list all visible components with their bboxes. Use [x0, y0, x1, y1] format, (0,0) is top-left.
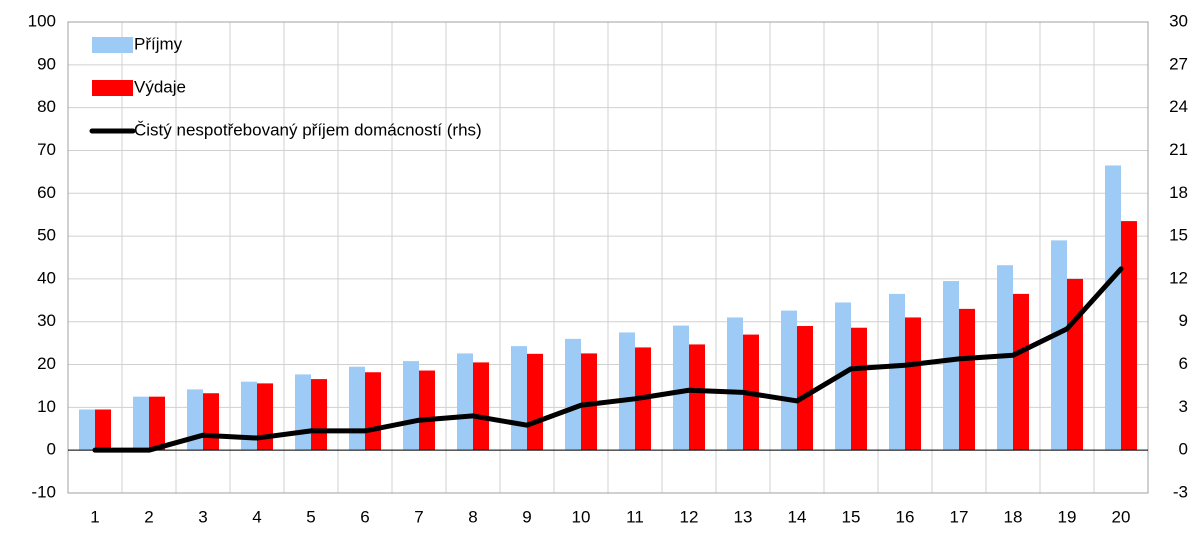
y2-tick-label: 0: [1179, 440, 1188, 459]
x-tick-label: 2: [144, 507, 153, 526]
legend-label: Výdaje: [134, 77, 186, 96]
y2-tick-label: 27: [1169, 54, 1188, 73]
x-tick-label: 1: [90, 507, 99, 526]
bar: [349, 366, 365, 451]
bar: [889, 293, 905, 451]
legend-label: Čistý nespotřebovaný příjem domácností (…: [134, 120, 482, 139]
bar: [905, 317, 921, 451]
y2-tick-label: 9: [1179, 311, 1188, 330]
x-tick-label: 10: [572, 507, 591, 526]
bar: [241, 381, 257, 451]
bar: [673, 325, 689, 451]
y-tick-label: 30: [37, 311, 56, 330]
legend-swatch: [92, 37, 133, 53]
bar: [727, 317, 743, 451]
bar: [1105, 165, 1121, 451]
bar: [257, 383, 273, 451]
bar: [473, 362, 489, 451]
x-tick-label: 9: [522, 507, 531, 526]
x-tick-label: 4: [252, 507, 261, 526]
y-tick-label: -10: [31, 482, 56, 501]
bar: [203, 393, 219, 451]
y2-tick-label: 12: [1169, 268, 1188, 287]
bar: [1013, 293, 1029, 451]
y2-tick-label: 18: [1169, 183, 1188, 202]
bar: [959, 308, 975, 451]
bar: [511, 346, 527, 451]
x-tick-label: 18: [1004, 507, 1023, 526]
x-tick-label: 3: [198, 507, 207, 526]
y2-tick-label: 21: [1169, 140, 1188, 159]
y-tick-label: 60: [37, 183, 56, 202]
x-tick-label: 14: [788, 507, 807, 526]
x-tick-label: 5: [306, 507, 315, 526]
bar: [797, 326, 813, 451]
x-tick-label: 7: [414, 507, 423, 526]
bar: [365, 372, 381, 451]
y-tick-label: 90: [37, 54, 56, 73]
x-tick-label: 11: [626, 507, 644, 526]
x-tick-label: 13: [734, 507, 753, 526]
x-tick-label: 12: [680, 507, 699, 526]
x-tick-label: 19: [1058, 507, 1077, 526]
line: [92, 266, 1124, 453]
bar: [311, 379, 327, 451]
x-tick-label: 15: [842, 507, 861, 526]
bar: [95, 409, 111, 451]
y-tick-label: 10: [37, 397, 56, 416]
bar: [419, 370, 435, 451]
plot-border: [67, 21, 1149, 494]
bar: [403, 361, 419, 451]
y-tick-label: 0: [47, 440, 56, 459]
bar: [689, 344, 705, 451]
bar: [295, 374, 311, 451]
y-tick-label: 70: [37, 140, 56, 159]
bar: [565, 338, 581, 451]
bar: [79, 409, 95, 451]
bar: [133, 396, 149, 451]
y-tick-label: 50: [37, 226, 56, 245]
x-tick-label: 6: [360, 507, 369, 526]
legend-swatch: [92, 80, 133, 96]
bar: [619, 332, 635, 451]
bar: [851, 327, 867, 451]
y-tick-label: 100: [28, 11, 56, 30]
y2-tick-label: 6: [1179, 354, 1188, 373]
x-tick-label: 16: [896, 507, 915, 526]
bar: [781, 310, 797, 451]
y2-tick-label: 30: [1169, 11, 1188, 30]
bar: [457, 353, 473, 451]
bar: [527, 353, 543, 451]
y2-tick-label: -3: [1173, 482, 1188, 501]
y-tick-label: 40: [37, 268, 56, 287]
x-tick-label: 20: [1112, 507, 1131, 526]
bar: [149, 396, 165, 451]
legend-label: Příjmy: [134, 34, 183, 53]
x-tick-label: 17: [950, 507, 969, 526]
y2-tick-label: 15: [1169, 226, 1188, 245]
y2-tick-label: 3: [1179, 397, 1188, 416]
bar: [943, 281, 959, 451]
bar: [1051, 240, 1067, 451]
y-tick-label: 80: [37, 97, 56, 116]
x-tick-label: 8: [468, 507, 477, 526]
y2-tick-label: 24: [1169, 97, 1188, 116]
bar: [1121, 221, 1137, 451]
y-tick-label: 20: [37, 354, 56, 373]
bar: [1067, 278, 1083, 451]
